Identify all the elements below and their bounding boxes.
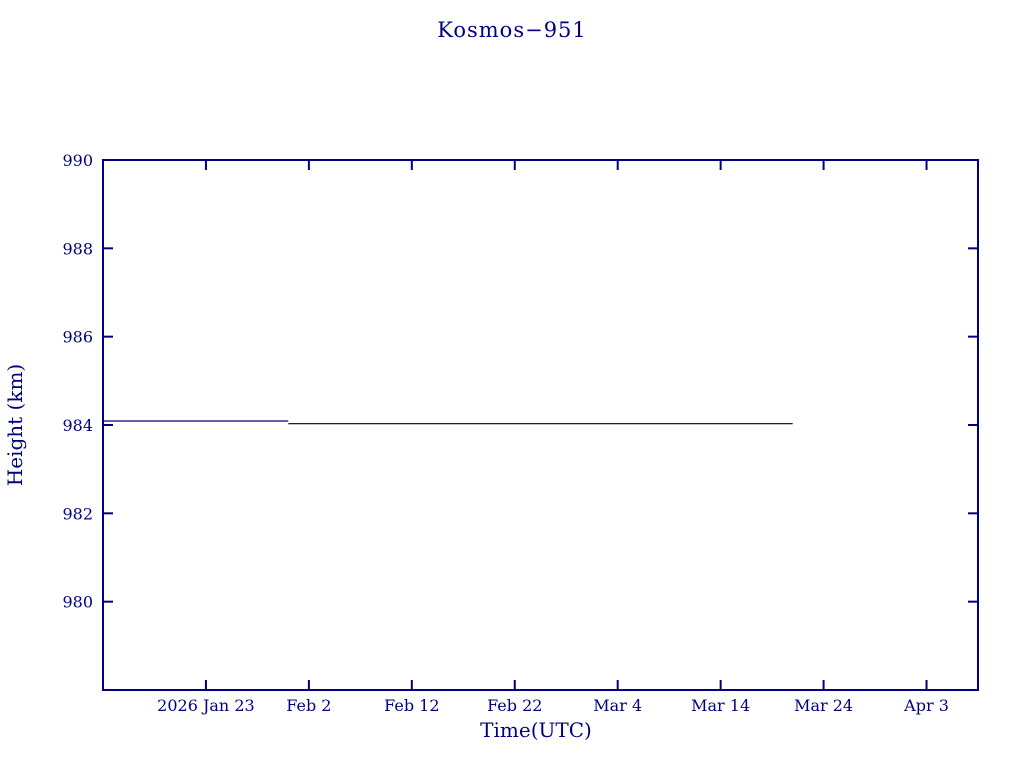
y-axis-label: Height (km)	[3, 364, 27, 486]
x-ticks: 2026 Jan 23 Feb 2 Feb 12 Feb 22 Mar 4 Mar 14 M…	[157, 160, 949, 715]
x-tick-label: Mar 4	[593, 696, 642, 715]
x-tick-label: 2026 Jan 23	[157, 696, 255, 715]
chart-title: Kosmos−951	[437, 18, 587, 42]
plot-frame	[102, 159, 979, 691]
y-tick-label: 984	[62, 416, 93, 435]
x-tick-label: Apr 3	[903, 696, 949, 715]
x-tick-label: Feb 2	[286, 696, 331, 715]
x-tick-label: Mar 24	[794, 696, 853, 715]
y-tick-label: 988	[62, 239, 93, 258]
y-tick-label: 990	[62, 151, 93, 170]
x-tick-label: Feb 12	[384, 696, 439, 715]
x-tick-label: Feb 22	[487, 696, 542, 715]
y-tick-label: 982	[62, 504, 93, 523]
y-tick-label: 986	[62, 328, 93, 347]
x-tick-label: Mar 14	[691, 696, 750, 715]
x-axis-label: Time(UTC)	[480, 718, 592, 742]
y-ticks: 980 982 984 986 988 990	[62, 151, 978, 612]
y-tick-label: 980	[62, 593, 93, 612]
series-lines	[103, 420, 793, 425]
